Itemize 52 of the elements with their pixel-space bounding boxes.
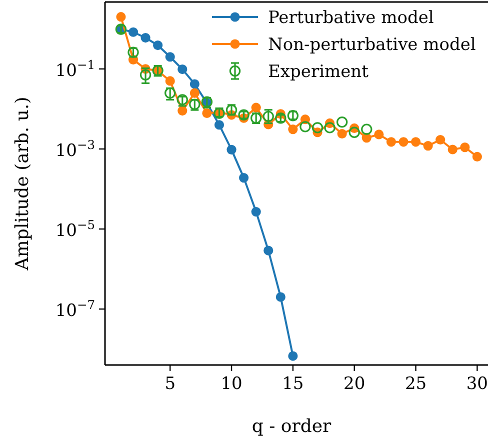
x-tick-label: 30 <box>466 374 488 394</box>
legend-label: Perturbative model <box>268 8 434 28</box>
point <box>251 206 261 217</box>
point <box>153 40 163 50</box>
x-tick-label: 10 <box>220 374 242 394</box>
point <box>361 124 372 135</box>
y-tick-label: 10$^{−1}$ <box>55 58 95 81</box>
legend-label: Experiment <box>268 62 369 82</box>
point <box>264 246 274 256</box>
point <box>190 79 200 89</box>
x-tick-label: 15 <box>282 374 304 394</box>
point <box>423 140 433 151</box>
point <box>251 102 261 112</box>
y-tick-label: 10$^{−7}$ <box>55 298 95 322</box>
point <box>276 292 286 302</box>
x-tick-label: 20 <box>344 374 366 394</box>
point <box>190 88 200 98</box>
point <box>337 128 347 139</box>
point <box>140 69 152 80</box>
point <box>116 12 126 22</box>
point <box>140 32 150 43</box>
x-axis-title: q - order <box>252 416 332 437</box>
point <box>288 124 298 134</box>
y-axis-title: Amplitude (arb. u.) <box>12 96 33 272</box>
point <box>312 122 324 134</box>
point <box>165 52 175 62</box>
point <box>300 121 311 132</box>
point <box>410 137 421 147</box>
point <box>348 126 360 138</box>
point <box>448 144 458 154</box>
point <box>214 120 224 130</box>
point <box>386 137 396 147</box>
point <box>324 122 336 134</box>
point <box>374 130 384 140</box>
point <box>436 134 446 145</box>
point <box>128 27 138 37</box>
point <box>398 137 408 147</box>
y-tick-label: 10$^{−5}$ <box>55 218 95 242</box>
legend-label: Non-perturbative model <box>268 35 476 55</box>
point <box>472 152 482 162</box>
x-tick-label: 5 <box>164 374 176 394</box>
point <box>178 64 188 74</box>
point <box>178 106 188 116</box>
point <box>288 351 298 361</box>
point <box>336 116 348 128</box>
point <box>226 144 236 154</box>
point <box>202 108 212 118</box>
point <box>460 142 470 152</box>
point <box>239 173 249 183</box>
y-tick-label: 10$^{−3}$ <box>55 138 95 161</box>
x-tick-label: 25 <box>404 374 427 394</box>
point <box>165 76 175 86</box>
